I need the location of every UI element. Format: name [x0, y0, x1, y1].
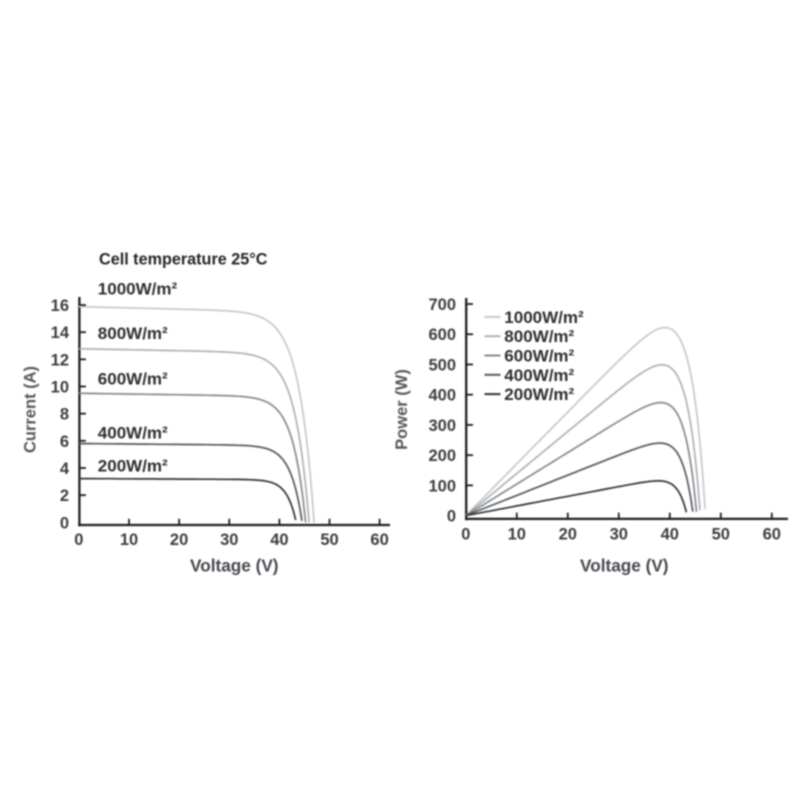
svg-text:200W/m²: 200W/m² — [504, 385, 574, 404]
svg-text:20: 20 — [559, 526, 577, 544]
svg-text:Cell temperature 25°C: Cell temperature 25°C — [99, 251, 268, 269]
svg-text:8: 8 — [60, 406, 69, 424]
svg-text:1000W/m²: 1000W/m² — [504, 308, 584, 327]
svg-text:12: 12 — [51, 351, 69, 369]
svg-text:10: 10 — [120, 531, 138, 549]
svg-text:0: 0 — [60, 514, 69, 532]
svg-text:400W/m²: 400W/m² — [98, 423, 168, 442]
svg-text:16: 16 — [51, 297, 69, 315]
svg-text:600W/m²: 600W/m² — [504, 347, 574, 366]
svg-text:500: 500 — [428, 357, 456, 375]
svg-text:800W/m²: 800W/m² — [504, 327, 574, 346]
svg-text:Current (A): Current (A) — [22, 366, 40, 453]
svg-text:0: 0 — [461, 526, 470, 544]
svg-text:30: 30 — [220, 531, 238, 549]
svg-text:6: 6 — [60, 433, 69, 451]
svg-text:0: 0 — [447, 508, 456, 526]
svg-text:0: 0 — [74, 531, 83, 549]
svg-text:60: 60 — [370, 531, 388, 549]
svg-text:600: 600 — [428, 326, 456, 344]
svg-text:50: 50 — [320, 531, 338, 549]
svg-text:600W/m²: 600W/m² — [98, 370, 168, 389]
svg-text:400W/m²: 400W/m² — [504, 366, 574, 385]
svg-text:30: 30 — [610, 526, 628, 544]
svg-text:700: 700 — [428, 296, 456, 314]
svg-text:Voltage (V): Voltage (V) — [580, 556, 669, 576]
svg-text:10: 10 — [51, 379, 69, 397]
svg-text:2: 2 — [60, 487, 69, 505]
svg-text:100: 100 — [428, 477, 456, 495]
svg-text:200W/m²: 200W/m² — [98, 457, 168, 476]
svg-text:800W/m²: 800W/m² — [98, 324, 168, 343]
svg-text:14: 14 — [51, 324, 70, 342]
svg-text:10: 10 — [508, 526, 526, 544]
svg-text:20: 20 — [170, 531, 188, 549]
svg-text:Power (W): Power (W) — [393, 369, 411, 450]
svg-text:40: 40 — [661, 526, 679, 544]
svg-text:400: 400 — [428, 387, 456, 405]
svg-text:50: 50 — [712, 526, 730, 544]
svg-text:60: 60 — [763, 526, 781, 544]
svg-text:Voltage (V): Voltage (V) — [190, 556, 279, 576]
svg-text:4: 4 — [60, 460, 70, 478]
svg-text:200: 200 — [428, 447, 456, 465]
svg-text:300: 300 — [428, 417, 456, 435]
svg-text:1000W/m²: 1000W/m² — [98, 280, 178, 299]
svg-text:40: 40 — [270, 531, 288, 549]
